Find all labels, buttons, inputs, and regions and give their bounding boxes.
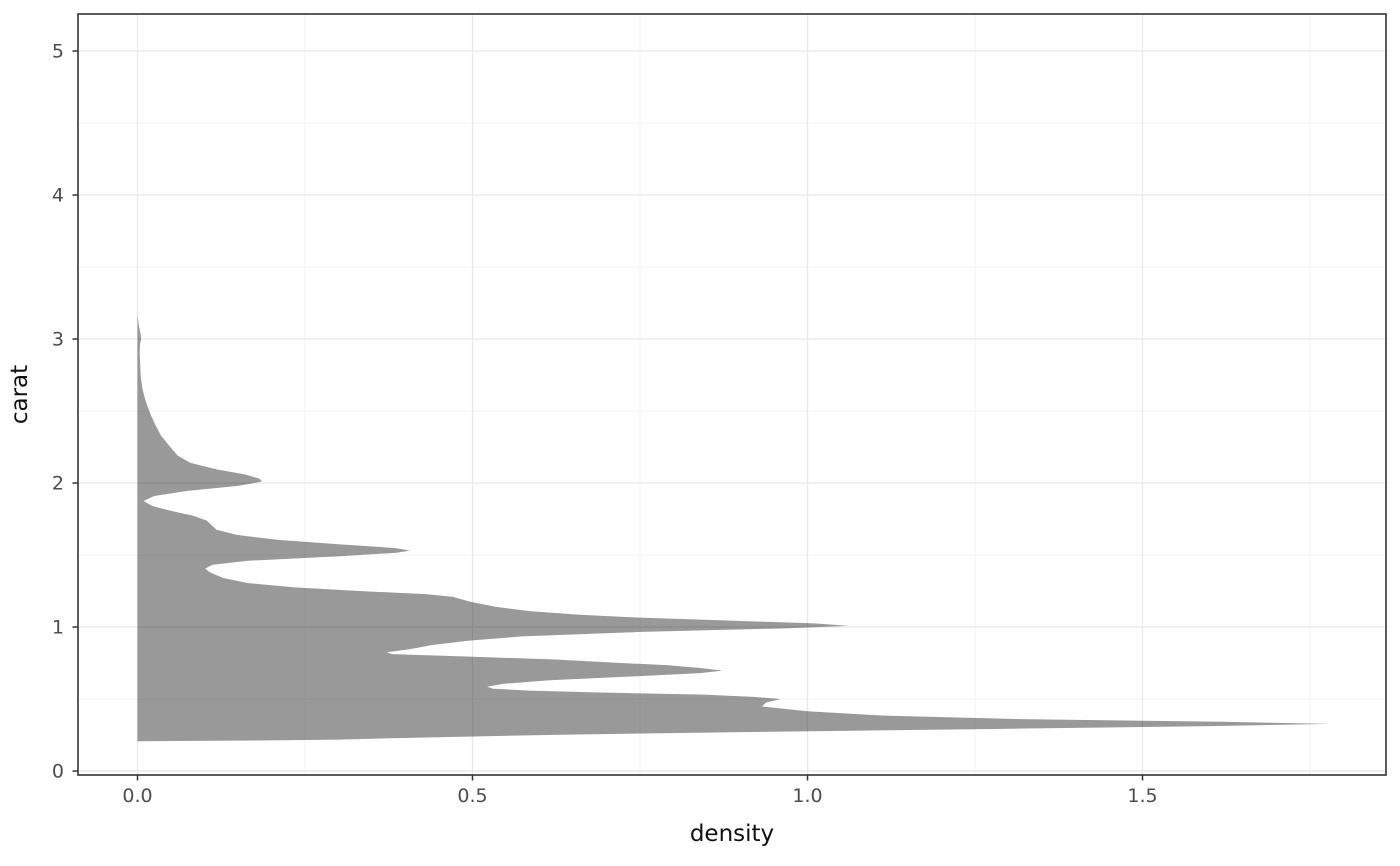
y-tick-label: 4 (52, 184, 64, 206)
x-tick-label: 0.0 (122, 785, 152, 807)
x-tick-label: 1.0 (792, 785, 822, 807)
panel-border (77, 13, 1387, 776)
y-tick-label: 5 (52, 40, 64, 62)
gridlines-minor (78, 14, 1386, 775)
x-tick-label: 1.5 (1127, 785, 1157, 807)
density-area-layer (137, 315, 1331, 742)
y-tick-label: 1 (52, 616, 64, 638)
y-axis-title: carat (7, 365, 33, 424)
x-axis-title: density (690, 821, 774, 847)
y-tick-label: 3 (52, 328, 64, 350)
y-tick-label: 0 (52, 760, 64, 782)
x-tick-label: 0.5 (457, 785, 487, 807)
gridlines-major (78, 14, 1386, 775)
plot-panel (78, 14, 1386, 775)
y-tick-label: 2 (52, 472, 64, 494)
axis-tick-marks (72, 50, 1144, 781)
density-area (137, 315, 1331, 742)
axis-tick-labels: 0.0 0.5 1.0 1.5 0 1 2 3 4 5 (52, 40, 1158, 807)
